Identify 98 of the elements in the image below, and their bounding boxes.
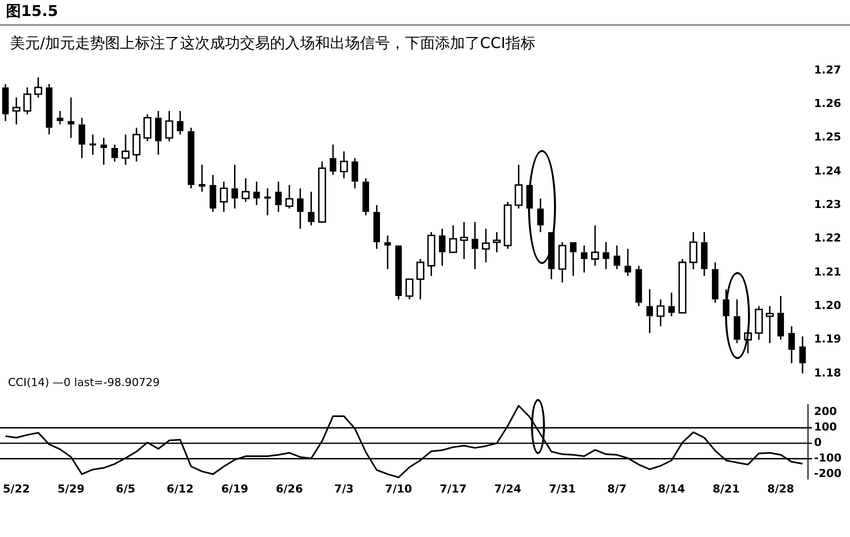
x-tick-label: 7/24 xyxy=(494,482,522,496)
candlestick xyxy=(68,96,74,139)
x-tick-label: 6/19 xyxy=(221,482,248,496)
candlestick xyxy=(656,298,665,327)
candlestick xyxy=(111,144,118,162)
candlestick xyxy=(754,305,763,340)
candlestick xyxy=(46,83,52,136)
candlestick xyxy=(558,241,566,284)
candlestick xyxy=(34,76,42,98)
candlestick xyxy=(285,184,294,210)
candlestick xyxy=(734,298,740,344)
candlestick xyxy=(537,198,544,233)
candlestick xyxy=(777,295,784,340)
candlestick xyxy=(384,234,391,270)
candlestick xyxy=(427,231,436,277)
candlestick xyxy=(438,228,446,266)
candlestick xyxy=(23,86,32,116)
x-tick-label: 6/26 xyxy=(276,482,304,496)
candlestick xyxy=(78,117,86,159)
candlestick xyxy=(253,180,260,206)
candlestick xyxy=(122,134,130,166)
candlestick xyxy=(2,83,9,122)
candlestick xyxy=(492,231,501,253)
y-tick-label: 1.19 xyxy=(814,332,842,346)
candlestick xyxy=(766,305,774,344)
candlestick xyxy=(449,224,458,253)
candlestick xyxy=(220,180,228,213)
candlestick xyxy=(242,178,250,203)
candlestick xyxy=(602,241,610,270)
candlestick xyxy=(264,188,271,216)
candlestick xyxy=(165,110,174,142)
candlestick xyxy=(340,150,348,179)
candlestick xyxy=(460,221,468,260)
candlestick xyxy=(646,288,653,334)
candlestick xyxy=(591,224,600,266)
y-tick-label: 1.20 xyxy=(814,298,842,312)
candlestick xyxy=(373,204,380,250)
y-tick-label: 1.22 xyxy=(814,232,842,245)
candlestick xyxy=(352,157,358,190)
chart-title: 图15.5 xyxy=(6,2,58,21)
candlestick xyxy=(635,265,642,307)
y-tick-label: 200 xyxy=(814,405,838,418)
candlestick xyxy=(296,188,304,230)
candlestick xyxy=(318,160,326,223)
candlestick xyxy=(614,244,620,270)
y-tick-label: 1.21 xyxy=(814,265,842,278)
candlestick xyxy=(700,231,708,277)
candlestick xyxy=(712,262,718,304)
candlestick xyxy=(514,164,523,210)
y-tick-label: 1.27 xyxy=(814,63,842,76)
x-tick-label: 7/31 xyxy=(548,482,576,496)
candlestick xyxy=(132,127,140,162)
x-tick-label: 6/12 xyxy=(166,482,194,496)
candlestick xyxy=(799,336,806,374)
candlestick xyxy=(482,228,490,264)
y-tick-label: -200 xyxy=(814,467,842,480)
candlestick xyxy=(155,110,162,156)
y-tick-label: 1.24 xyxy=(814,164,842,178)
x-tick-label: 5/22 xyxy=(2,482,30,496)
chart-subtitle: 美元/加元走势图上标注了这次成功交易的入场和出场信号，下面添加了CCI指标 xyxy=(10,34,536,53)
candlestick xyxy=(362,178,370,216)
candlestick xyxy=(330,144,336,176)
candlestick xyxy=(176,110,184,136)
x-tick-label: 5/29 xyxy=(57,482,84,496)
candlestick xyxy=(56,110,64,126)
x-tick-label: 7/17 xyxy=(440,482,467,496)
candlestick xyxy=(100,137,108,166)
y-tick-label: 1.26 xyxy=(814,97,842,110)
y-tick-label: 100 xyxy=(814,420,838,434)
candlestick xyxy=(231,164,238,210)
candlestick xyxy=(689,231,698,270)
candlestick xyxy=(198,164,206,192)
x-tick-label: 8/7 xyxy=(607,482,627,496)
candlestick xyxy=(210,174,216,213)
candlestick xyxy=(416,258,424,300)
y-tick-label: 1.18 xyxy=(814,366,842,380)
candlestick xyxy=(624,248,632,277)
candlestick xyxy=(668,292,675,317)
x-tick-label: 8/14 xyxy=(658,482,686,496)
candlestick xyxy=(90,134,96,156)
candlestick xyxy=(788,326,795,364)
x-tick-label: 6/5 xyxy=(116,482,136,496)
chart-title: CCI(14) —0 last=-98.90729 xyxy=(8,376,160,389)
candlestick xyxy=(472,221,478,270)
candlestick xyxy=(570,242,577,277)
candlestick xyxy=(308,191,314,226)
x-tick-label: 8/28 xyxy=(767,482,794,496)
y-tick-label: 1.23 xyxy=(814,198,842,212)
x-tick-label: 7/3 xyxy=(334,482,354,496)
y-tick-label: -100 xyxy=(814,452,842,465)
candlestick xyxy=(188,127,194,190)
candlestick xyxy=(580,244,588,274)
candlestick xyxy=(12,96,20,126)
x-tick-label: 7/10 xyxy=(385,482,412,496)
x-tick-label: 8/21 xyxy=(712,482,740,496)
y-tick-label: 0 xyxy=(814,436,822,450)
y-tick-label: 1.25 xyxy=(814,130,842,144)
candlestick xyxy=(275,180,282,213)
